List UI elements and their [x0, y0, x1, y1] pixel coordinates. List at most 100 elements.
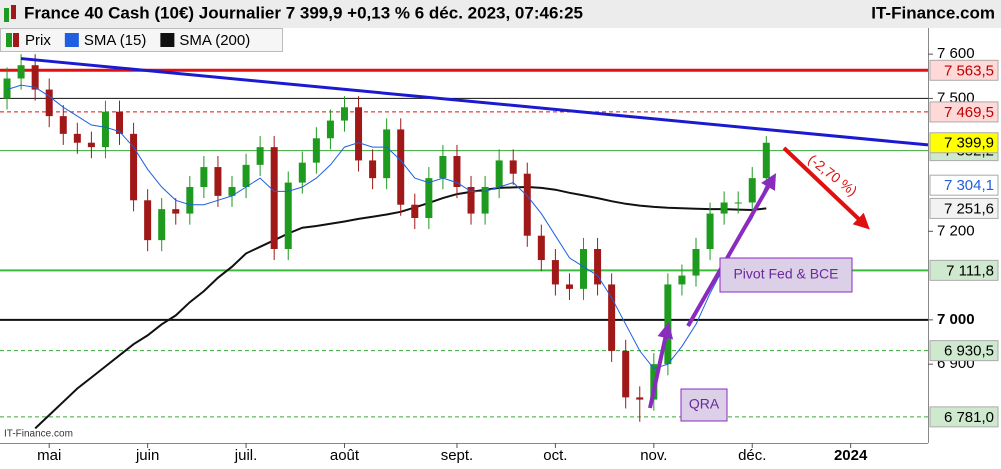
site-name: IT-Finance.com: [871, 3, 995, 22]
x-tick-label: juil.: [234, 447, 258, 464]
candle-body: [565, 284, 573, 289]
legend-swatch: [13, 33, 19, 47]
candle-body: [481, 187, 489, 214]
x-tick-label: déc.: [738, 447, 766, 464]
candle-body: [45, 89, 53, 117]
candle-body: [17, 65, 25, 79]
candle-body: [580, 249, 588, 289]
price-tag: [929, 406, 999, 428]
candle-body: [214, 167, 222, 196]
price-tag: [929, 174, 999, 196]
candle-body: [200, 167, 208, 188]
candle-body: [664, 284, 672, 365]
candle-body: [59, 116, 67, 134]
y-tick-label: 7 600: [937, 45, 975, 62]
candle-body: [256, 147, 264, 165]
candle-body: [116, 111, 124, 134]
x-tick-label: 2024: [834, 447, 868, 464]
candle-body: [326, 120, 334, 139]
price-tag-label: 7 399,9: [944, 135, 994, 152]
candle-body: [425, 178, 433, 219]
candle-body: [312, 138, 320, 163]
candle-body: [720, 202, 728, 214]
legend-swatch: [64, 33, 79, 47]
legend-label: SMA (15): [84, 32, 147, 49]
x-tick-label: nov.: [640, 447, 667, 464]
legend-label: Prix: [25, 32, 51, 49]
price-tag-label: 7 111,8: [946, 262, 994, 279]
price-tag: [929, 197, 999, 219]
candle-body: [340, 107, 348, 121]
candle-body: [397, 129, 405, 205]
x-tick-label: juin: [135, 447, 159, 464]
candle-body: [622, 350, 630, 398]
annotations: QRA Pivot Fed & BCE (-2,70 %): [648, 146, 870, 422]
candle-body: [678, 275, 686, 285]
price-tag: [929, 340, 999, 362]
candle-body: [636, 397, 644, 400]
price-tag: [929, 59, 999, 81]
candle-body: [298, 162, 306, 183]
candle-body: [748, 178, 756, 203]
x-tick-label: sept.: [441, 447, 474, 464]
candle-body: [144, 200, 152, 241]
candle-body: [130, 133, 138, 201]
price-tag-label: 7 469,5: [944, 104, 994, 121]
candle-body: [706, 213, 714, 250]
candle-body: [369, 160, 377, 179]
annotation: Pivot Fed & BCE: [733, 266, 838, 282]
candle-body: [608, 284, 616, 351]
icon: [11, 5, 16, 19]
price-tag-label: 7 563,5: [944, 62, 994, 79]
legend-swatch: [160, 33, 175, 47]
trendline: [20, 57, 929, 147]
candle-body: [551, 260, 559, 285]
candle-body: [439, 155, 447, 179]
plot-area: [0, 54, 929, 430]
chart-title: France 40 Cash (10€) Journalier 7 399,9 …: [24, 3, 583, 22]
x-tick-label: août: [330, 447, 360, 464]
x-axis-area: [0, 443, 1001, 469]
header: [0, 0, 1001, 28]
annotation-box: [680, 388, 728, 422]
legend-label: SMA (200): [179, 32, 250, 49]
candle-body: [158, 209, 166, 241]
x-tick-label: mai: [37, 447, 61, 464]
arrow: [782, 146, 870, 230]
watermark: IT-Finance.com: [4, 429, 73, 440]
price-tag-label: 6 781,0: [944, 409, 994, 426]
candle-body: [523, 173, 531, 236]
price-tag-label: 7 251,6: [944, 200, 994, 217]
candle-body: [762, 142, 770, 179]
candle-body: [411, 204, 419, 219]
candle-body: [87, 142, 95, 148]
y-tick-label: 7 200: [937, 222, 975, 239]
legend: Prix SMA (15) SMA (200): [0, 28, 283, 52]
legend-swatch: [6, 33, 12, 47]
candle-body: [594, 249, 602, 285]
price-tag-label: 6 930,5: [944, 343, 994, 360]
candle-body: [172, 209, 180, 214]
candle-body: [734, 202, 742, 204]
candle-body: [186, 187, 194, 214]
price-tag: [929, 101, 999, 123]
x-tick-label: oct.: [543, 447, 567, 464]
candle-body: [101, 111, 109, 148]
candle-body: [242, 164, 250, 188]
candle-body: [73, 133, 81, 143]
candle-body: [270, 147, 278, 250]
price-tag: [929, 132, 999, 154]
candle-body: [537, 235, 545, 261]
price-tag: [929, 259, 999, 281]
candle-body: [284, 182, 292, 250]
candle-body: [467, 187, 475, 214]
candle-body: [355, 107, 363, 161]
arrow: [686, 173, 776, 327]
annotation: QRA: [689, 396, 720, 412]
arrow: [648, 322, 674, 409]
y-tick-label: 7 000: [937, 311, 975, 328]
candle-body: [383, 129, 391, 179]
candle-body: [509, 160, 517, 174]
